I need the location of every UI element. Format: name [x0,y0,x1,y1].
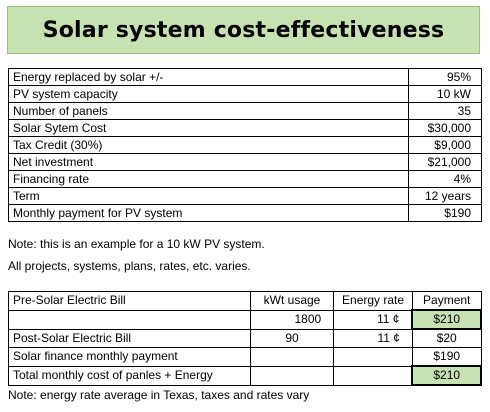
header-cell: Energy rate [333,291,413,311]
row-value: $190 [408,204,482,222]
total-payment-cell: $210 [411,365,482,386]
row-value: $9,000 [408,136,482,154]
empty-cell [249,347,335,367]
table-row: Post-Solar Electric Bill 90 11 ¢ $20 [8,328,482,348]
row-label: Tax Credit (30%) [8,136,409,154]
header-cell: kWt usage [249,291,335,311]
row-label: Financing rate [8,170,409,188]
summary-table: Energy replaced by solar +/- 95% PV syste… [8,68,482,222]
rate-cell: 11 ¢ [333,328,413,348]
payment-cell: $210 [411,309,482,330]
table-row: Tax Credit (30%) $9,000 [8,136,482,154]
row-label: PV system capacity [8,85,409,103]
empty-cell [333,365,413,386]
table-row: PV system capacity 10 kW [8,85,482,103]
table-row: Term 12 years [8,187,482,205]
row-label: Term [8,187,409,205]
usage-cell: 1800 [249,309,335,330]
row-value: 35 [408,102,482,120]
table-row: Solar finance monthly payment $190 [8,347,482,367]
row-value: 10 kW [408,85,482,103]
row-value: $30,000 [408,119,482,137]
table-row: Number of panels 35 [8,102,482,120]
empty-cell [333,347,413,367]
empty-cell [8,309,251,330]
row-label: Monthly payment for PV system [8,204,409,222]
row-label: Post-Solar Electric Bill [8,328,251,348]
row-value: $21,000 [408,153,482,171]
rate-cell: 11 ¢ [333,309,413,330]
row-label: Solar Sytem Cost [8,119,409,137]
payment-cell: $190 [411,347,482,367]
table-row: Net investment $21,000 [8,153,482,171]
empty-cell [249,365,335,386]
payment-cell: $20 [411,328,482,348]
bill-table: Pre-Solar Electric Bill kWt usage Energy… [8,291,482,386]
table-row: Total monthly cost of panles + Energy $2… [8,365,482,386]
note-line: All projects, systems, plans, rates, etc… [8,259,251,273]
row-label: Total monthly cost of panles + Energy [8,365,251,386]
table-row: Solar Sytem Cost $30,000 [8,119,482,137]
row-label: Net investment [8,153,409,171]
table-row: Monthly payment for PV system $190 [8,204,482,222]
title-banner: Solar system cost-effectiveness [7,6,480,54]
table-row: Energy replaced by solar +/- 95% [8,68,482,86]
table-header-row: Pre-Solar Electric Bill kWt usage Energy… [8,291,482,311]
header-cell: Pre-Solar Electric Bill [8,291,251,311]
note-line: Note: this is an example for a 10 kW PV … [8,237,265,251]
header-cell: Payment [411,291,482,311]
footer-note: Note: energy rate average in Texas, taxe… [8,388,310,402]
table-row: 1800 11 ¢ $210 [8,309,482,330]
row-value: 12 years [408,187,482,205]
usage-cell: 90 [249,328,335,348]
row-label: Energy replaced by solar +/- [8,68,409,86]
row-value: 95% [408,68,482,86]
row-label: Number of panels [8,102,409,120]
page-title: Solar system cost-effectiveness [42,17,445,43]
table-row: Financing rate 4% [8,170,482,188]
row-value: 4% [408,170,482,188]
row-label: Solar finance monthly payment [8,347,251,367]
